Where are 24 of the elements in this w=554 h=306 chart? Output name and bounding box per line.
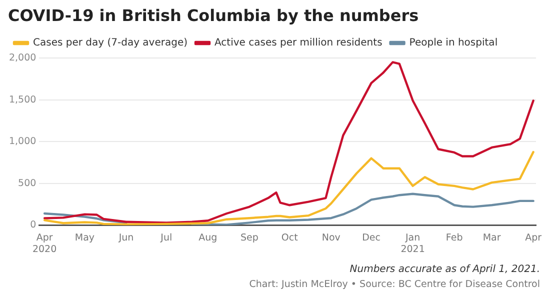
legend-label: Active cases per million residents [214, 38, 382, 49]
x-tick-label: Aug [198, 232, 218, 244]
x-tick-label: Jan 2021 [400, 232, 425, 255]
text: Numbers accurate as of April 1, 2021. [348, 264, 540, 275]
x-tick-label: Nov [322, 232, 341, 244]
x-tick-label: Feb [446, 232, 463, 244]
x-tick-label: Jun [118, 232, 134, 244]
chart-title: COVID-19 in British Columbia by the numbers [7, 5, 420, 27]
y-tick-label: 1,500 [8, 94, 36, 106]
x-tick-label: Jul [160, 232, 172, 244]
y-tick-label: 2,000 [8, 52, 36, 64]
y-tick-label: 500 [18, 178, 36, 189]
x-tick-label: Apr [525, 232, 542, 244]
y-tick-label: 1,000 [8, 136, 36, 148]
x-tick-label: Mar [482, 232, 501, 244]
x-tick-label: Dec [362, 232, 380, 244]
x-tick-label: Apr 2020 [32, 232, 57, 255]
y-tick-label: 0 [30, 220, 36, 231]
x-tick-label: May [74, 232, 95, 244]
x-tick-label: Oct [281, 232, 298, 244]
legend-label: People in hospital [409, 38, 498, 49]
x-tick-label: Sep [240, 232, 258, 244]
legend-label: Cases per day (7-day average) [33, 38, 188, 49]
text: Chart: Justin McElroy • Source: BC Centre for Disease Control [248, 279, 540, 290]
